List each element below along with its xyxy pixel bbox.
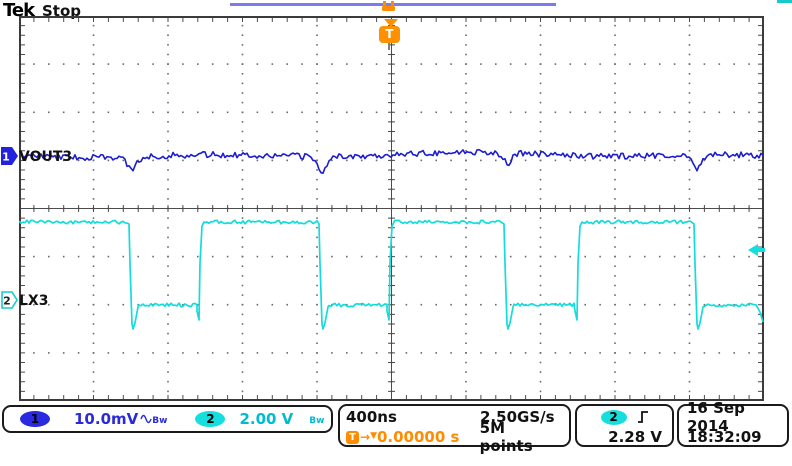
rising-edge-slope-icon bbox=[637, 411, 648, 423]
time-readout: 18:32:09 bbox=[687, 428, 762, 446]
acquisition-status: Stop bbox=[42, 2, 82, 20]
cursor-dash-icon bbox=[777, 0, 792, 3]
timebase-readout: 400ns bbox=[346, 408, 397, 426]
datetime-box: 16 Sep 2014 18:32:09 bbox=[677, 399, 789, 447]
graticule-and-traces bbox=[19, 16, 764, 401]
trigger-level-arrow-icon bbox=[748, 244, 765, 256]
trigger-level-readout: 2.28 V bbox=[608, 428, 662, 446]
record-length-readout: 5M points bbox=[479, 419, 533, 455]
ch1-reference-marker-icon: 1 bbox=[1, 147, 18, 165]
trigger-delay-readout: 0.00000 s bbox=[376, 428, 460, 446]
date-readout: 16 Sep 2014 bbox=[687, 399, 745, 435]
record-trigger-position-icon bbox=[382, 1, 395, 11]
channel-readout-box: 1 10.0mV Bw 2 2.00 V Bw bbox=[2, 405, 333, 433]
ch2-bandwidth-limit-icon: Bw bbox=[309, 416, 325, 426]
ch1-badge: 1 bbox=[20, 411, 50, 427]
ch1-trace-label: VOUT3 bbox=[19, 149, 73, 165]
trigger-position-arrow-icon bbox=[384, 19, 398, 27]
trigger-position-stem bbox=[388, 43, 390, 50]
trigger-source-badge: 2 bbox=[600, 409, 627, 425]
tek-logo: Tek bbox=[3, 0, 35, 21]
sample-rate-readout: 2.50GS/s bbox=[480, 408, 555, 426]
svg-text:2: 2 bbox=[3, 295, 11, 308]
ch2-scale-readout: 2.00 V bbox=[239, 410, 294, 428]
ch1-scale-readout: 10.0mV bbox=[74, 410, 139, 428]
arrow-right-icon: → bbox=[360, 430, 371, 444]
ch2-reference-marker-icon: 2 bbox=[1, 291, 18, 309]
svg-text:1: 1 bbox=[2, 151, 10, 164]
ch1-bandwidth-limit-icon: Bw bbox=[152, 416, 168, 426]
trigger-t-icon: T bbox=[346, 430, 359, 444]
ac-coupling-sine-icon bbox=[140, 414, 152, 424]
trigger-position-flag-icon: T bbox=[379, 26, 400, 43]
trigger-readout-box: 2 2.28 V bbox=[575, 404, 674, 447]
horizontal-readout-box: 400ns 2.50GS/s T → ▼ 0.00000 s 5M points bbox=[338, 404, 571, 455]
delay-marker-icon: ▼ bbox=[370, 431, 377, 441]
ch2-trace-label: LX3 bbox=[19, 293, 49, 309]
ch2-badge: 2 bbox=[195, 411, 226, 427]
